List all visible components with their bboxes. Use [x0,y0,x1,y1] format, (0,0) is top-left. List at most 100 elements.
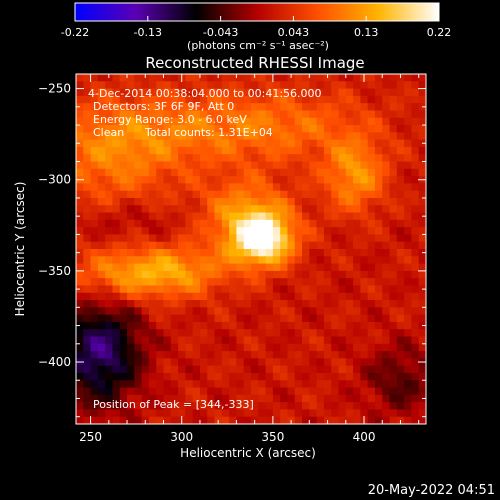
heatmap-cell [309,402,318,411]
heatmap-cell [112,307,121,316]
heatmap-cell [396,110,405,119]
heatmap-cell [170,88,179,97]
heatmap-cell [83,161,92,170]
heatmap-cell [112,219,121,228]
y-axis-label: Heliocentric Y (arcsec) [13,182,27,317]
heatmap-cell [90,343,99,352]
heatmap-cell [192,365,201,374]
heatmap-cell [221,336,230,345]
heatmap-cell [243,300,252,308]
heatmap-cell [163,263,172,272]
heatmap-cell [141,249,150,257]
heatmap-cell [302,278,310,287]
heatmap-cell [389,132,398,141]
heatmap-cell [251,285,259,294]
heatmap-cell [97,380,106,389]
heatmap-cell [105,351,114,359]
heatmap-cell [134,380,143,389]
heatmap-cell [272,278,281,287]
heatmap-cell [323,249,332,257]
heatmap-cell [134,394,143,403]
heatmap-cell [163,168,172,177]
heatmap-cell [265,387,274,396]
heatmap-cell [272,300,281,308]
heatmap-cell [83,95,92,104]
heatmap-cell [156,117,165,126]
heatmap-cell [396,394,405,403]
heatmap-cell [265,365,274,374]
heatmap-cell [236,343,245,352]
heatmap-cell [134,409,143,418]
heatmap-cell [302,88,310,97]
heatmap-cell [112,176,121,184]
heatmap-cell [185,387,194,396]
heatmap-cell [163,336,172,345]
heatmap-cell [382,321,391,330]
heatmap-cell [302,285,310,294]
heatmap-cell [105,329,114,338]
heatmap-cell [236,139,245,148]
heatmap-cell [404,343,413,352]
heatmap-cell [221,394,230,403]
annotation-block: 4-Dec-2014 00:38:04.000 to 00:41:56.000 … [88,87,322,139]
heatmap-cell [90,95,99,104]
heatmap-cell [338,343,347,352]
heatmap-cell [396,205,405,214]
heatmap-cell [185,139,194,148]
heatmap-cell [338,394,347,403]
heatmap-cell [316,336,325,345]
heatmap-cell [382,154,391,163]
heatmap-cell [389,103,398,112]
heatmap-cell [83,103,92,112]
heatmap-cell [243,117,252,126]
heatmap-cell [338,154,347,163]
heatmap-cell [178,285,186,294]
heatmap-cell [221,241,230,250]
heatmap-cell [331,402,340,411]
heatmap-cell [258,125,267,133]
heatmap-cell [389,314,398,323]
heatmap-cell [207,394,216,403]
heatmap-cell [229,110,238,119]
heatmap-cell [192,263,201,272]
heatmap-cell [221,270,230,279]
heatmap-cell [207,219,216,228]
heatmap-cell [141,234,150,243]
heatmap-cell [199,351,208,359]
heatmap-cell [134,416,143,424]
heatmap-cell [294,154,303,163]
heatmap-cell [119,139,128,148]
heatmap-cell [396,372,405,381]
heatmap-cell [236,117,245,126]
heatmap-cell [243,278,252,287]
heatmap-cell [331,241,340,250]
heatmap-cell [389,380,398,389]
heatmap-cell [112,380,121,389]
heatmap-cell [258,219,267,228]
heatmap-cell [148,329,157,338]
heatmap-cell [411,372,420,381]
heatmap-cell [170,176,179,184]
heatmap-cell [331,212,340,221]
heatmap-cell [214,285,223,294]
heatmap-cell [141,351,150,359]
heatmap-cell [367,234,376,243]
heatmap-cell [207,292,216,301]
heatmap-cell [207,387,216,396]
heatmap-cell [97,139,106,148]
heatmap-cell [83,168,92,177]
heatmap-cell [331,81,340,90]
heatmap-cell [90,365,99,374]
heatmap-cell [302,358,310,367]
heatmap-cell [185,292,194,301]
heatmap-cell [112,74,121,82]
heatmap-cell [76,117,84,126]
heatmap-cell [90,205,99,214]
heatmap-cell [156,336,165,345]
heatmap-cell [367,300,376,308]
heatmap-cell [360,197,369,206]
heatmap-cell [418,256,426,265]
heatmap-cell [199,402,208,411]
heatmap-cell [331,205,340,214]
heatmap-cell [294,387,303,396]
